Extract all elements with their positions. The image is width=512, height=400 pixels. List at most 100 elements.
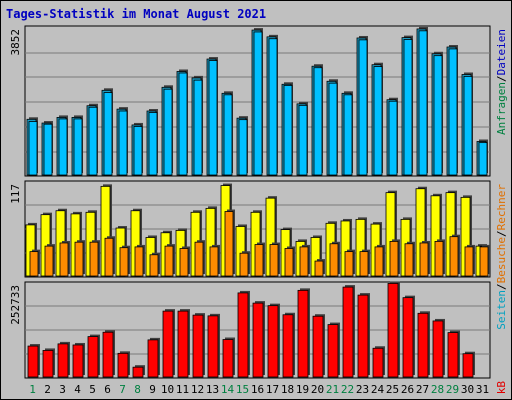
bar-kb-2 [42, 350, 54, 378]
bar-visits-4 [74, 241, 84, 277]
bar-kb-8 [132, 366, 144, 378]
bar-visits-27 [419, 242, 429, 277]
bar-visits-29 [449, 236, 459, 277]
bar-files-26 [403, 39, 413, 176]
bar-visits-15 [239, 252, 249, 277]
bar-visits-16 [254, 244, 264, 277]
legend-bottom: kB [495, 381, 508, 395]
bar-visits-26 [404, 243, 414, 277]
bar-files-30 [463, 75, 473, 176]
x-label-day-25: 25 [386, 383, 399, 396]
bar-files-7 [118, 110, 128, 176]
x-label-day-5: 5 [89, 383, 96, 396]
x-label-day-29: 29 [446, 383, 459, 396]
y-max-label-middle: 117 [9, 184, 22, 204]
legend-top: Anfragen/Dateien [495, 29, 508, 135]
x-label-day-11: 11 [176, 383, 189, 396]
bar-files-10 [163, 88, 173, 176]
bar-kb-19 [297, 289, 309, 378]
bar-visits-24 [374, 246, 384, 277]
bar-files-20 [313, 67, 323, 176]
bar-files-13 [208, 60, 218, 176]
bar-kb-12 [192, 314, 204, 378]
x-label-day-27: 27 [416, 383, 429, 396]
bar-kb-6 [102, 331, 114, 378]
bar-kb-26 [402, 297, 414, 378]
bar-visits-19 [299, 246, 309, 277]
bar-visits-21 [329, 243, 339, 277]
bar-visits-28 [434, 241, 444, 277]
bar-visits-10 [164, 245, 174, 277]
chart-title: Tages-Statistik im Monat August 2021 [6, 7, 267, 21]
bar-visits-12 [194, 241, 204, 277]
bar-visits-6 [104, 237, 114, 277]
bar-kb-1 [27, 345, 39, 378]
bar-files-3 [58, 118, 68, 176]
bar-files-28 [433, 55, 443, 176]
bar-files-18 [283, 85, 293, 176]
bar-kb-10 [162, 310, 174, 378]
bar-files-11 [178, 72, 188, 176]
x-label-day-9: 9 [149, 383, 156, 396]
bar-kb-21 [327, 324, 339, 378]
x-label-day-20: 20 [311, 383, 324, 396]
bar-kb-22 [342, 286, 354, 378]
bar-kb-29 [447, 332, 459, 378]
bar-files-6 [103, 92, 113, 176]
bar-kb-4 [72, 344, 84, 378]
bar-files-14 [223, 94, 233, 176]
bar-kb-7 [117, 352, 129, 378]
bar-visits-8 [134, 246, 144, 277]
bar-files-1 [28, 121, 38, 176]
bar-kb-30 [462, 353, 474, 378]
bar-visits-30 [464, 246, 474, 277]
bar-kb-13 [207, 315, 219, 378]
bar-visits-22 [344, 251, 354, 277]
bar-visits-2 [44, 245, 54, 277]
bar-kb-9 [147, 339, 159, 378]
bar-files-16 [253, 31, 263, 176]
bar-visits-14 [224, 211, 234, 277]
bar-files-8 [133, 126, 143, 176]
x-label-day-1: 1 [29, 383, 36, 396]
bar-kb-3 [57, 343, 69, 378]
bar-kb-24 [372, 347, 384, 378]
bar-files-17 [268, 38, 278, 176]
x-label-day-12: 12 [191, 383, 204, 396]
y-max-label-top: 3852 [9, 29, 22, 56]
bar-visits-3 [59, 242, 69, 277]
bar-files-27 [418, 30, 428, 176]
x-label-day-31: 31 [476, 383, 489, 396]
bar-visits-1 [29, 251, 39, 277]
bar-files-15 [238, 119, 248, 176]
bar-files-29 [448, 48, 458, 176]
x-label-day-17: 17 [266, 383, 279, 396]
bar-visits-9 [149, 254, 159, 277]
bar-files-23 [358, 39, 368, 176]
bar-visits-17 [269, 244, 279, 277]
x-label-day-19: 19 [296, 383, 309, 396]
bar-files-5 [88, 106, 98, 176]
bar-files-22 [343, 94, 353, 176]
bar-kb-18 [282, 314, 294, 378]
bar-kb-17 [267, 305, 279, 378]
bar-visits-18 [284, 248, 294, 277]
x-label-day-15: 15 [236, 383, 249, 396]
x-label-day-2: 2 [44, 383, 51, 396]
x-label-day-28: 28 [431, 383, 444, 396]
x-label-day-3: 3 [59, 383, 66, 396]
bar-files-19 [298, 104, 308, 176]
bar-kb-14 [222, 339, 234, 378]
panel-frame-top [24, 25, 491, 177]
x-label-day-23: 23 [356, 383, 369, 396]
x-label-day-24: 24 [371, 383, 385, 396]
bar-kb-27 [417, 312, 429, 378]
bar-kb-5 [87, 336, 99, 378]
bar-kb-20 [312, 315, 324, 378]
x-label-day-22: 22 [341, 383, 354, 396]
bar-visits-5 [89, 241, 99, 277]
legend-middle: Seiten/Besuche/Rechner [495, 184, 508, 330]
x-label-day-13: 13 [206, 383, 219, 396]
